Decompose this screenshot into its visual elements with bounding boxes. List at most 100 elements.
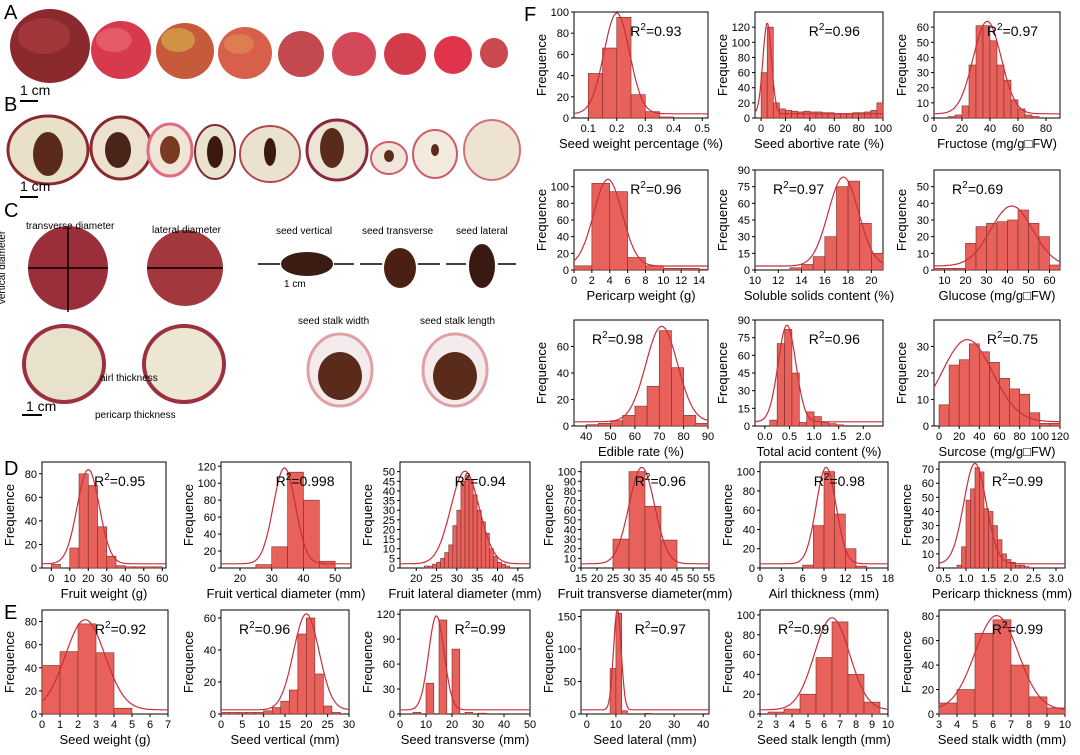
histogram-bar xyxy=(493,556,498,569)
x-tick-label: 40 xyxy=(804,123,816,135)
annotation-seed-stalk-width: seed stalk width xyxy=(298,316,370,327)
histogram-bar xyxy=(306,617,316,715)
x-tick-label: 0 xyxy=(758,123,764,135)
x-tick-label: 10 xyxy=(882,719,894,731)
fit-curve xyxy=(221,613,350,711)
histogram-bar xyxy=(1024,114,1033,119)
x-tick-label: 45 xyxy=(512,573,524,585)
x-tick-label: 90 xyxy=(702,431,714,443)
histogram-bar xyxy=(983,508,989,569)
annotation-seed-transverse: seed transverse xyxy=(362,226,434,237)
x-tick-label: 6 xyxy=(821,719,827,731)
x-tick-label: 100 xyxy=(874,123,892,135)
y-tick-label: 0 xyxy=(744,113,750,125)
histogram-bar xyxy=(680,268,700,271)
histogram-bar xyxy=(802,564,814,569)
x-axis-label: Pericarp thickness (mm) xyxy=(932,586,1072,601)
y-tick-label: 40 xyxy=(25,663,37,675)
x-tick-label: 30 xyxy=(343,719,355,731)
x-axis-label: Seed weight percentage (%) xyxy=(559,136,723,151)
half-fruit-aril-diagram xyxy=(22,324,226,404)
y-axis-label: Frequence xyxy=(899,484,914,546)
y-tick-label: 40 xyxy=(917,52,929,64)
y-tick-label: 0 xyxy=(928,563,934,575)
y-tick-label: 45 xyxy=(738,368,750,380)
histogram-bar xyxy=(1010,99,1019,119)
histogram-bar xyxy=(468,479,474,569)
x-tick-label: 2.5 xyxy=(1026,573,1041,585)
histogram-bar xyxy=(1007,219,1019,271)
y-tick-label: 20 xyxy=(557,395,569,407)
histogram-bar xyxy=(143,566,154,569)
histogram-bar xyxy=(598,423,611,427)
y-tick-label: 80 xyxy=(922,611,934,623)
y-tick-label: 120 xyxy=(377,609,395,621)
histogram-bar xyxy=(1039,423,1051,427)
y-tick-label: 20 xyxy=(204,546,216,558)
panel-label-e: E xyxy=(4,602,18,624)
x-tick-label: 40 xyxy=(119,573,131,585)
x-tick-label: 4 xyxy=(789,719,795,731)
y-tick-label: 60 xyxy=(922,636,934,648)
y-tick-label: 0 xyxy=(749,709,755,721)
y-tick-label: 60 xyxy=(25,492,37,504)
y-tick-label: 100 xyxy=(198,478,216,490)
histogram-bar xyxy=(1049,264,1061,271)
histogram-bar xyxy=(591,183,611,271)
histogram-bar xyxy=(331,712,341,715)
histogram-bar xyxy=(477,712,487,715)
histogram-bar xyxy=(1003,79,1012,119)
y-tick-label: 0 xyxy=(923,421,929,433)
histogram-bar xyxy=(859,223,872,271)
y-tick-label: 10 xyxy=(383,544,395,556)
y-tick-label: 40 xyxy=(743,524,755,536)
y-tick-label: 80 xyxy=(204,495,216,507)
x-tick-label: 0 xyxy=(931,123,937,135)
x-tick-label: 3.0 xyxy=(1048,573,1063,585)
histogram-bar xyxy=(815,657,833,715)
histogram-bar xyxy=(954,114,963,119)
x-tick-label: 0.2 xyxy=(609,123,624,135)
histogram-bar xyxy=(318,560,336,569)
x-axis-label: Fruit weight (g) xyxy=(61,586,148,601)
panel-label-b: B xyxy=(4,94,18,116)
x-tick-label: 20 xyxy=(959,275,971,287)
histogram-f7: 0 20 40 60 40 50 60 70 80 90 Edible rate (%) Freque… xyxy=(534,319,714,459)
histogram-bar xyxy=(1006,559,1012,569)
histogram-bar xyxy=(50,564,61,569)
x-tick-label: 12 xyxy=(772,275,784,287)
histogram-bar xyxy=(412,712,422,715)
x-tick-label: 10 xyxy=(420,719,432,731)
y-tick-label: 100 xyxy=(551,182,569,194)
y-axis-label: Frequence xyxy=(534,34,549,96)
histogram-bar xyxy=(263,710,273,715)
histogram-bar xyxy=(428,565,433,569)
histogram-bar xyxy=(585,424,599,427)
y-tick-label: 40 xyxy=(557,71,569,83)
whole-fruit-diagram xyxy=(28,226,108,312)
histogram-bar xyxy=(432,563,437,569)
y-tick-label: 30 xyxy=(383,505,395,517)
fit-curve xyxy=(755,176,884,267)
halved-fruit-photo xyxy=(89,115,153,181)
x-tick-label: 18 xyxy=(842,275,854,287)
x-tick-label: 20 xyxy=(410,573,422,585)
histogram-bar xyxy=(836,186,849,271)
histogram-bar xyxy=(968,343,980,427)
histogram-bar xyxy=(612,538,630,569)
y-tick-label: 20 xyxy=(557,92,569,104)
y-tick-label: 10 xyxy=(917,248,929,260)
r-squared-label: R2=0.98 xyxy=(592,330,643,347)
y-tick-label: 0 xyxy=(923,265,929,277)
y-tick-label: 0 xyxy=(749,563,755,575)
histogram-bar xyxy=(944,268,956,271)
fit-curve xyxy=(754,324,883,423)
seed-lateral-diagram xyxy=(446,244,516,288)
x-tick-label: 40 xyxy=(498,719,510,731)
